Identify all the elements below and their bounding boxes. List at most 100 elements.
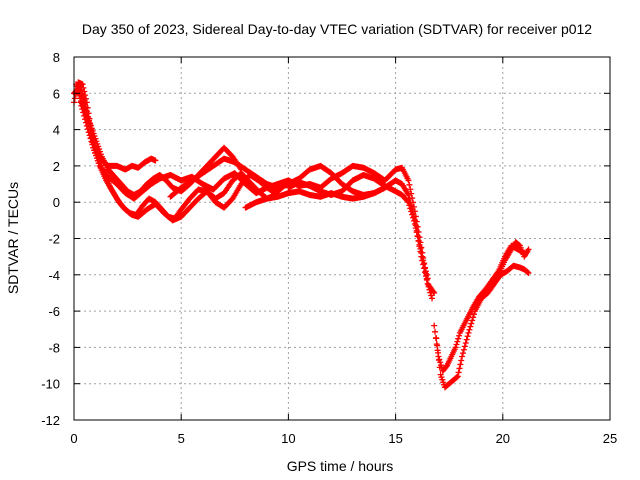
data-point-marker [416,241,423,248]
data-point-marker [455,369,462,376]
data-point-marker [410,214,417,221]
data-point-marker [428,292,435,299]
series-track-k [489,239,532,287]
data-point-marker [429,295,436,302]
data-point-marker [454,373,461,380]
y-tick-label: -2 [48,232,60,247]
data-point-marker [407,186,414,193]
data-point-marker [459,353,466,360]
x-tick-label: 15 [388,431,402,446]
data-point-marker [405,199,412,206]
y-tick-label: -12 [41,413,60,428]
data-point-marker [404,198,411,205]
data-point-marker [457,361,464,368]
y-tick-label: 0 [53,195,60,210]
data-point-marker [431,289,438,296]
y-tick-label: -4 [48,268,60,283]
data-point-marker [423,271,430,278]
data-point-marker [453,374,460,381]
data-point-marker [422,268,429,275]
data-point-marker [466,326,473,333]
data-point-marker [88,138,95,145]
y-tick-label: -8 [48,340,60,355]
data-point-marker [412,225,419,232]
y-tick-label: 2 [53,159,60,174]
data-point-marker [470,314,477,321]
data-point-marker [417,245,424,252]
data-point-marker [80,109,87,116]
data-point-marker [418,250,425,257]
y-tick-label: -10 [41,377,60,392]
data-point-marker [79,106,86,113]
data-point-marker [87,135,94,142]
data-point-marker [71,95,78,102]
grid-layer [74,57,610,420]
data-point-marker [469,317,476,324]
data-point-marker [461,343,468,350]
data-point-marker [435,349,442,356]
data-point-marker [464,333,471,340]
data-point-marker [78,102,85,109]
data-point-marker [84,126,91,133]
data-point-marker [422,264,429,271]
x-tick-label: 5 [178,431,185,446]
data-point-marker [77,99,84,106]
data-point-marker [462,339,469,346]
data-point-marker [89,141,96,148]
data-point-marker [421,260,428,267]
data-point-marker [408,208,415,215]
data-point-marker [407,205,414,212]
x-tick-label: 0 [70,431,77,446]
data-point-marker [436,364,443,371]
data-point-marker [458,357,465,364]
data-point-marker [494,273,501,280]
data-point-marker [468,320,475,327]
data-point-marker [454,338,461,345]
data-point-marker [86,132,93,139]
series-track-h [285,171,431,282]
data-point-marker [409,211,416,218]
data-point-marker [467,323,474,330]
data-point-marker [456,332,463,339]
data-point-marker [435,357,442,364]
series-track-j [433,262,532,391]
data-point-marker [471,311,478,318]
data-point-marker [430,288,437,295]
y-tick-label: 4 [53,123,60,138]
data-point-marker [434,342,441,349]
chart-title: Day 350 of 2023, Sidereal Day-to-day VTE… [82,21,592,37]
data-point-marker [456,365,463,372]
data-point-marker [455,335,462,342]
data-point-marker [525,246,532,253]
data-point-marker [414,233,421,240]
data-point-marker [85,129,92,136]
y-tick-label: -6 [48,304,60,319]
x-tick-label: 10 [281,431,295,446]
data-point-marker [424,275,431,282]
data-point-marker [420,257,427,264]
data-point-marker [405,191,412,198]
y-tick-label: 6 [53,86,60,101]
x-tick-label: 25 [603,431,617,446]
data-point-marker [406,202,413,209]
x-tick-label: 20 [496,431,510,446]
data-point-marker [405,177,412,184]
data-point-marker [465,329,472,336]
data-point-marker [152,157,159,164]
data-point-marker [413,229,420,236]
data-point-marker [460,346,467,353]
data-point-marker [419,253,426,260]
data-point-marker [411,220,418,227]
data-point-marker [525,269,532,276]
data-point-marker [81,112,88,119]
data-point-marker [82,119,89,126]
x-axis-label: GPS time / hours [287,458,394,474]
data-point-marker [431,322,438,329]
data-point-marker [463,336,470,343]
data-layer [71,79,532,391]
data-point-marker [453,341,460,348]
y-axis-label: SDTVAR / TECUs [5,182,21,294]
data-point-marker [432,328,439,335]
